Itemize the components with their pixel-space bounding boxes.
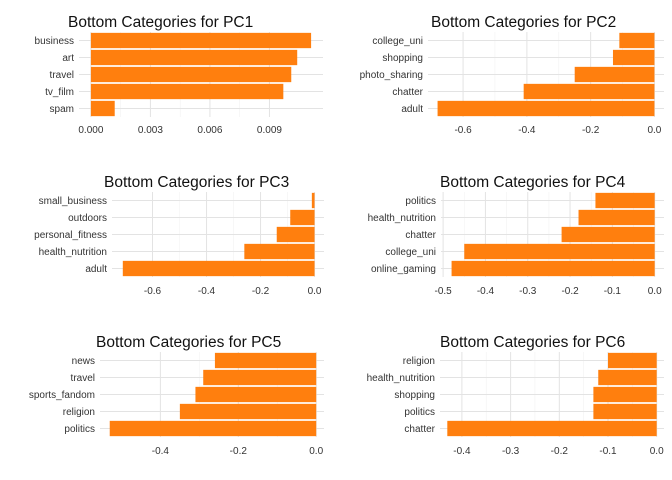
category-label: college_uni — [372, 36, 423, 47]
bar-tv_film — [90, 83, 284, 100]
bar-spam — [90, 100, 115, 117]
chart-panel-pc6: Bottom Categories for PC6 -0.4 -0.3 -0.2 -0… — [367, 334, 664, 457]
x-tick-label: -0.6 — [454, 125, 472, 136]
x-tick-label: -0.1 — [604, 286, 622, 297]
x-tick-label: 0.0 — [308, 286, 322, 297]
x-tick-label: -0.2 — [582, 125, 600, 136]
bar-outdoors — [290, 209, 315, 226]
category-label: politics — [404, 407, 435, 418]
x-tick-label: -0.4 — [477, 286, 495, 297]
chart-panel-pc4: Bottom Categories for PC4 -0.5 -0.4 -0.3 -0… — [368, 174, 664, 297]
category-label: shopping — [394, 390, 435, 401]
bar-sports_fandom — [195, 386, 317, 403]
bar-health_nutrition — [578, 209, 655, 226]
bar-news — [214, 352, 317, 369]
x-tick-label: -0.2 — [230, 446, 248, 457]
chart-title: Bottom Categories for PC1 — [68, 14, 253, 31]
category-label: art — [62, 53, 74, 64]
bar-small_business — [311, 192, 315, 209]
category-label: shopping — [382, 53, 423, 64]
bar-shopping — [612, 49, 655, 66]
category-label: online_gaming — [371, 264, 436, 275]
x-tick-label: -0.5 — [434, 286, 452, 297]
x-tick-label: -0.6 — [144, 286, 162, 297]
chart-panel-pc1: Bottom Categories for PC1 0.000 0.003 0.00… — [35, 14, 323, 136]
category-label: spam — [50, 104, 74, 115]
bar-travel — [203, 369, 317, 386]
bar-chatter — [523, 83, 655, 100]
category-label: personal_fitness — [34, 230, 107, 241]
chart-title: Bottom Categories for PC6 — [440, 334, 625, 351]
bar-chatter — [561, 226, 655, 243]
x-tick-label: -0.4 — [518, 125, 536, 136]
bar-chatter — [447, 420, 657, 437]
x-tick-label: 0.000 — [78, 125, 103, 136]
category-label: health_nutrition — [368, 213, 436, 224]
x-tick-label: 0.003 — [138, 125, 163, 136]
bar-religion — [608, 352, 657, 369]
x-tick-label: -0.2 — [252, 286, 270, 297]
bar-religion — [179, 403, 317, 420]
category-label: outdoors — [68, 213, 107, 224]
bar-adult — [122, 260, 315, 277]
category-label: photo_sharing — [360, 70, 423, 81]
bar-politics — [109, 420, 317, 437]
bar-business — [90, 32, 312, 49]
bar-politics — [595, 192, 655, 209]
category-label: health_nutrition — [39, 247, 107, 258]
category-label: chatter — [392, 87, 423, 98]
bar-health_nutrition — [244, 243, 315, 260]
bar-adult — [437, 100, 655, 117]
chart-title: Bottom Categories for PC3 — [104, 174, 289, 191]
category-label: politics — [64, 424, 95, 435]
category-label: religion — [403, 356, 435, 367]
bar-college_uni — [464, 243, 655, 260]
chart-panel-pc2: Bottom Categories for PC2 -0.6 -0.4 -0.2 0.… — [360, 14, 664, 136]
bar-shopping — [593, 386, 657, 403]
x-tick-label: -0.1 — [599, 446, 617, 457]
x-tick-label: -0.4 — [453, 446, 471, 457]
bar-personal_fitness — [276, 226, 315, 243]
x-tick-label: 0.009 — [257, 125, 282, 136]
category-label: religion — [63, 407, 95, 418]
category-label: college_uni — [385, 247, 436, 258]
category-label: sports_fandom — [29, 390, 95, 401]
bar-politics — [593, 403, 657, 420]
chart-panel-pc3: Bottom Categories for PC3 -0.6 -0.4 -0.2 0.… — [34, 174, 324, 297]
bar-health_nutrition — [598, 369, 657, 386]
x-tick-label: -0.2 — [551, 446, 569, 457]
category-label: adult — [85, 264, 107, 275]
chart-panel-pc5: Bottom Categories for PC5 -0.4 -0.2 0.0 new… — [29, 334, 324, 457]
bar-travel — [90, 66, 292, 83]
x-tick-label: -0.4 — [152, 446, 170, 457]
category-label: health_nutrition — [367, 373, 435, 384]
category-label: politics — [405, 196, 436, 207]
chart-title: Bottom Categories for PC5 — [96, 334, 281, 351]
x-tick-label: -0.4 — [198, 286, 216, 297]
x-tick-label: 0.0 — [309, 446, 323, 457]
category-label: business — [35, 36, 74, 47]
chart-title: Bottom Categories for PC2 — [431, 14, 616, 31]
category-label: adult — [401, 104, 423, 115]
category-label: travel — [50, 70, 74, 81]
x-tick-label: 0.0 — [648, 286, 662, 297]
category-label: chatter — [405, 230, 436, 241]
bar-college_uni — [619, 32, 655, 49]
bar-art — [90, 49, 298, 66]
category-label: tv_film — [45, 87, 74, 98]
bar-online_gaming — [451, 260, 655, 277]
category-label: news — [72, 356, 95, 367]
chart-title: Bottom Categories for PC4 — [440, 174, 626, 191]
x-tick-label: -0.3 — [519, 286, 537, 297]
x-tick-label: -0.3 — [502, 446, 520, 457]
category-label: travel — [71, 373, 95, 384]
category-label: small_business — [39, 196, 107, 207]
x-tick-label: 0.006 — [197, 125, 222, 136]
category-label: chatter — [404, 424, 435, 435]
bar-photo_sharing — [574, 66, 655, 83]
x-tick-label: -0.2 — [561, 286, 579, 297]
x-tick-label: 0.0 — [650, 446, 664, 457]
x-tick-label: 0.0 — [647, 125, 661, 136]
